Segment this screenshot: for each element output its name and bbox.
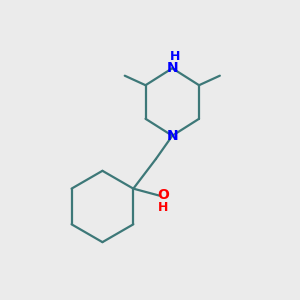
Text: O: O bbox=[158, 188, 169, 202]
Text: N: N bbox=[167, 61, 178, 75]
Text: H: H bbox=[169, 50, 180, 64]
Text: N: N bbox=[167, 129, 178, 143]
Text: H: H bbox=[158, 201, 169, 214]
